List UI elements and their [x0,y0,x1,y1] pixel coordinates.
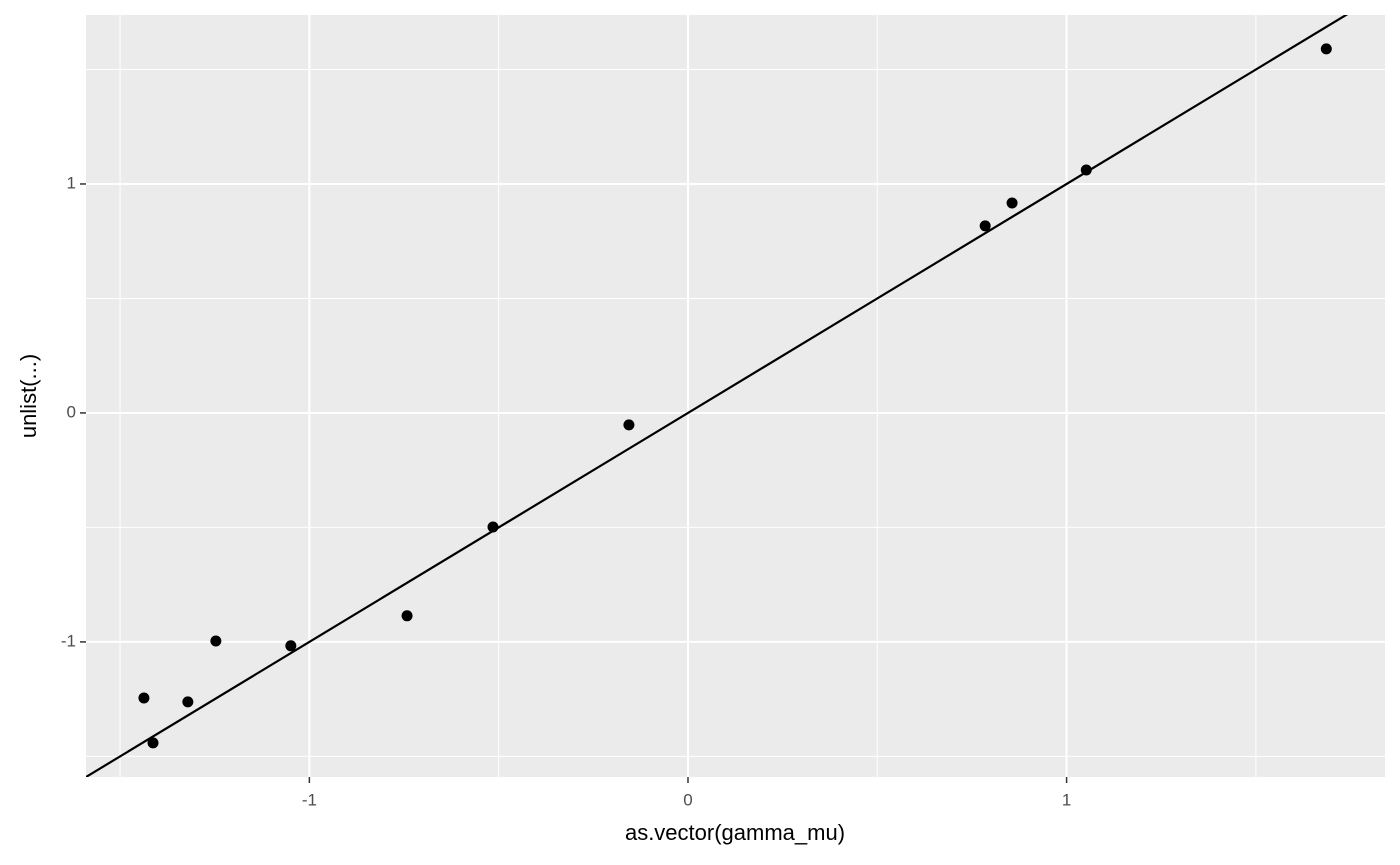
y-tick-label: -1 [61,631,76,650]
x-tick-label: 0 [683,790,692,809]
point [147,737,159,749]
x-tick-label: 1 [1062,790,1071,809]
point [1006,197,1018,209]
point [979,220,991,232]
axes: -1 0 1 -1 0 1 [61,173,1071,809]
point [210,635,222,647]
panel [86,15,1385,777]
grid [86,15,1385,777]
marks [86,15,1349,777]
point [138,692,150,704]
reference-line [86,15,1349,777]
point [1080,164,1092,176]
point [182,696,194,708]
point [285,640,297,652]
y-axis-title: unlist(...) [16,354,41,438]
y-tick-label: 1 [67,173,76,192]
point [487,521,499,533]
x-tick-label: -1 [302,790,317,809]
point [1320,43,1332,55]
x-axis-title: as.vector(gamma_mu) [625,820,845,845]
y-tick-label: 0 [67,402,76,421]
point [401,610,413,622]
point [623,419,635,431]
